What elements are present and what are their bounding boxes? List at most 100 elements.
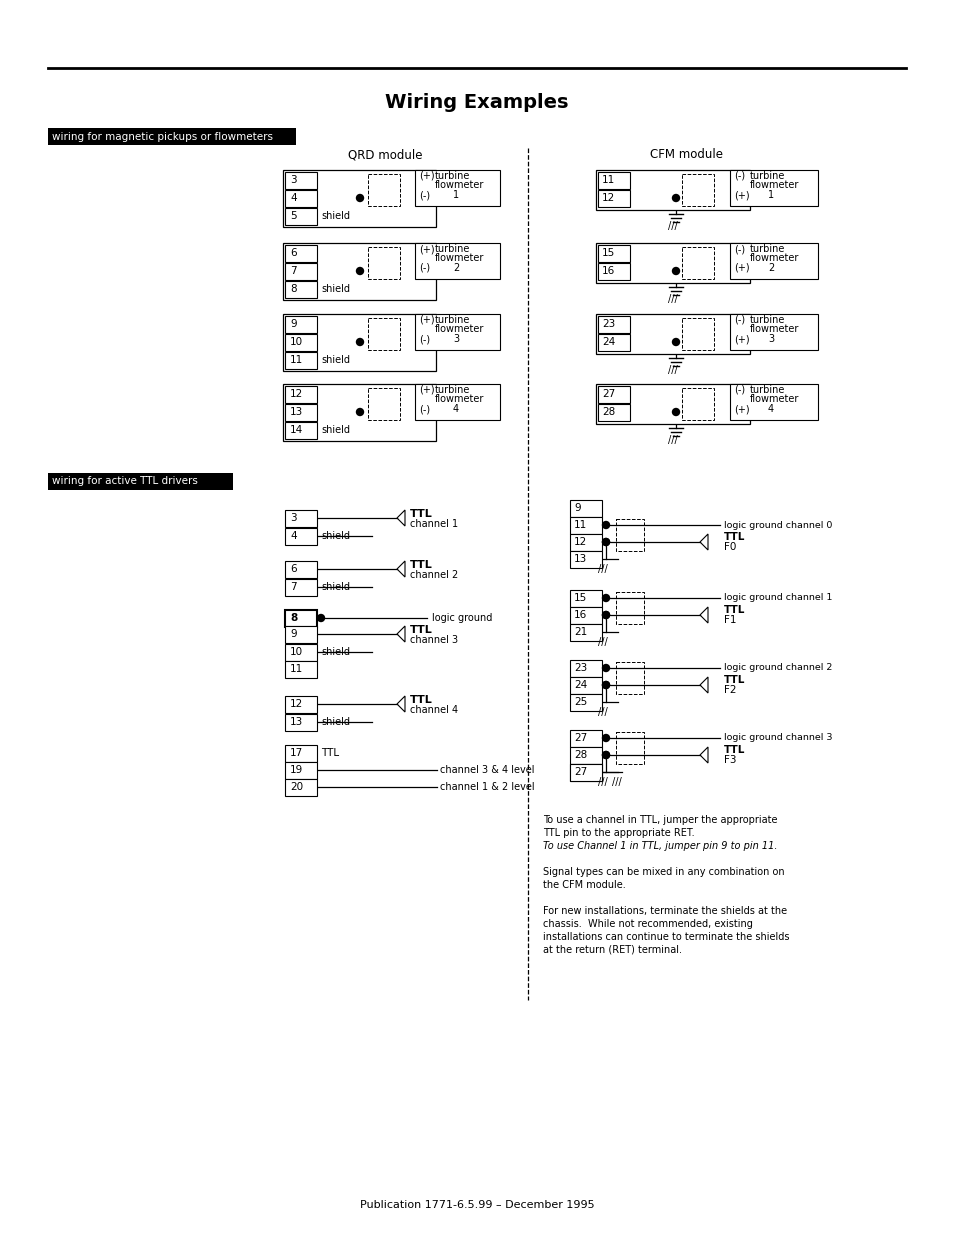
Circle shape xyxy=(356,409,363,415)
Text: To use a channel in TTL, jumper the appropriate: To use a channel in TTL, jumper the appr… xyxy=(542,815,777,825)
Circle shape xyxy=(672,194,679,201)
Text: turbine: turbine xyxy=(435,245,470,254)
Bar xyxy=(596,170,749,210)
Text: (-): (-) xyxy=(733,385,744,395)
Text: flowmeter: flowmeter xyxy=(749,253,799,263)
Text: 11: 11 xyxy=(290,664,303,674)
Text: TTL: TTL xyxy=(410,695,433,705)
Bar xyxy=(616,732,643,764)
Bar xyxy=(681,388,713,420)
Circle shape xyxy=(602,611,609,619)
Bar xyxy=(285,404,316,421)
Circle shape xyxy=(602,752,609,758)
Bar xyxy=(285,714,316,731)
Text: flowmeter: flowmeter xyxy=(749,180,799,190)
Text: 6: 6 xyxy=(290,248,296,258)
Text: 1: 1 xyxy=(767,190,773,200)
Bar xyxy=(569,764,601,781)
Bar xyxy=(285,207,316,225)
Circle shape xyxy=(602,594,609,601)
Bar xyxy=(616,662,643,694)
Text: Publication 1771-6.5.99 – December 1995: Publication 1771-6.5.99 – December 1995 xyxy=(359,1200,594,1210)
Text: QRD module: QRD module xyxy=(348,148,422,162)
Text: turbine: turbine xyxy=(435,385,470,395)
Text: ///: /// xyxy=(598,777,607,787)
Text: 10: 10 xyxy=(290,647,303,657)
Text: (-): (-) xyxy=(418,263,430,273)
Bar xyxy=(681,317,713,350)
Text: ///: /// xyxy=(667,366,677,375)
Text: logic ground channel 2: logic ground channel 2 xyxy=(723,663,832,673)
Bar xyxy=(596,384,749,424)
Text: at the return (RET) terminal.: at the return (RET) terminal. xyxy=(542,945,681,955)
Circle shape xyxy=(602,538,609,546)
Text: F1: F1 xyxy=(723,615,736,625)
Text: flowmeter: flowmeter xyxy=(749,324,799,333)
Bar xyxy=(285,190,316,207)
Text: shield: shield xyxy=(320,718,350,727)
Bar xyxy=(285,510,316,527)
Text: flowmeter: flowmeter xyxy=(749,394,799,404)
Circle shape xyxy=(602,521,609,529)
Bar xyxy=(729,384,817,420)
Bar xyxy=(285,643,316,661)
Text: 23: 23 xyxy=(574,663,587,673)
Text: (-): (-) xyxy=(418,333,430,345)
Text: ///: /// xyxy=(598,637,607,647)
Text: (+): (+) xyxy=(418,170,435,182)
Text: shield: shield xyxy=(320,582,350,592)
Bar xyxy=(616,592,643,624)
Text: (-): (-) xyxy=(418,190,430,200)
Bar xyxy=(283,243,436,300)
Text: channel 3: channel 3 xyxy=(410,635,457,645)
Text: 11: 11 xyxy=(601,175,615,185)
Bar xyxy=(285,661,316,678)
Text: F0: F0 xyxy=(723,542,736,552)
Text: 9: 9 xyxy=(290,629,296,638)
Bar xyxy=(285,333,316,351)
Text: shield: shield xyxy=(320,647,350,657)
Text: 19: 19 xyxy=(290,764,303,776)
Text: TTL: TTL xyxy=(723,676,744,685)
Bar xyxy=(285,561,316,578)
Bar xyxy=(598,387,629,403)
Text: Wiring Examples: Wiring Examples xyxy=(385,93,568,111)
Text: ///: /// xyxy=(667,435,677,445)
Bar xyxy=(598,333,629,351)
Bar xyxy=(415,243,499,279)
Bar xyxy=(569,590,601,606)
Bar xyxy=(285,387,316,403)
Text: 24: 24 xyxy=(601,337,615,347)
Text: 24: 24 xyxy=(574,680,587,690)
Text: shield: shield xyxy=(320,284,350,294)
Text: shield: shield xyxy=(320,211,350,221)
Bar xyxy=(283,314,436,370)
Bar xyxy=(285,610,316,627)
Text: 11: 11 xyxy=(290,354,303,366)
Text: wiring for magnetic pickups or flowmeters: wiring for magnetic pickups or flowmeter… xyxy=(52,131,273,142)
Text: 12: 12 xyxy=(601,193,615,203)
Bar xyxy=(285,529,316,545)
Bar xyxy=(729,314,817,350)
Bar xyxy=(368,388,399,420)
Text: 27: 27 xyxy=(601,389,615,399)
Bar xyxy=(283,170,436,227)
Text: channel 4: channel 4 xyxy=(410,705,457,715)
Circle shape xyxy=(602,538,609,546)
Text: 5: 5 xyxy=(290,211,296,221)
Bar xyxy=(283,384,436,441)
Text: 7: 7 xyxy=(290,266,296,275)
Text: ///: /// xyxy=(598,706,607,718)
Text: ///: /// xyxy=(612,777,621,787)
Bar xyxy=(285,245,316,262)
Bar xyxy=(285,263,316,280)
Bar xyxy=(368,317,399,350)
Text: ///: /// xyxy=(667,294,677,304)
Text: TTL: TTL xyxy=(410,625,433,635)
Text: 15: 15 xyxy=(574,593,587,603)
Bar xyxy=(681,247,713,279)
Bar xyxy=(598,190,629,207)
Text: 27: 27 xyxy=(574,767,587,777)
Bar xyxy=(569,606,601,624)
Text: 3: 3 xyxy=(767,333,773,345)
